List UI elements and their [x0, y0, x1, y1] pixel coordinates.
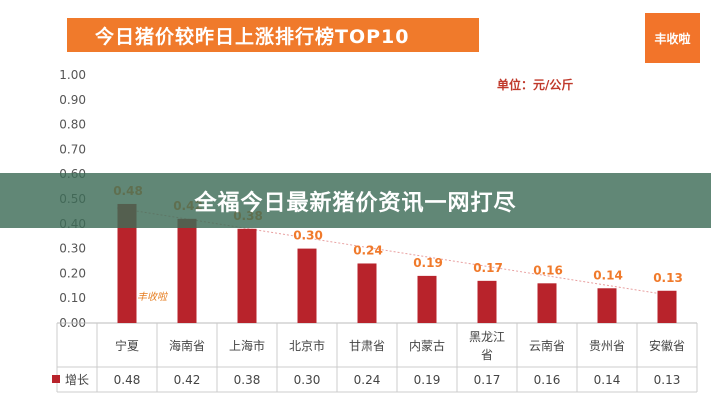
x-tick-label: 甘肃省: [349, 339, 385, 353]
y-tick-label: 0.70: [59, 142, 86, 156]
y-tick-label: 0.20: [59, 266, 86, 280]
y-tick-label: 0.90: [59, 93, 86, 107]
bar: [357, 263, 377, 323]
bar: [657, 290, 677, 323]
x-tick-label: 上海市: [229, 338, 265, 353]
table-value: 0.38: [234, 373, 261, 387]
data-label: 0.17: [473, 261, 503, 275]
bar: [477, 280, 497, 323]
x-tick-label: 内蒙古: [409, 338, 445, 353]
x-tick-label: 北京市: [289, 338, 325, 353]
x-tick-label: 黑龙江: [469, 330, 505, 344]
x-tick-label: 省: [481, 348, 493, 362]
y-tick-label: 0.30: [59, 242, 86, 256]
table-value: 0.30: [294, 373, 321, 387]
y-tick-label: 0.10: [59, 291, 86, 305]
bar: [177, 218, 197, 323]
unit-note: 单位：元/公斤: [497, 78, 574, 92]
table-value: 0.48: [114, 373, 141, 387]
bar: [537, 283, 557, 323]
overlay-banner: 全福今日最新猪价资讯一网打尽: [0, 173, 711, 228]
legend-label: 增长: [65, 373, 89, 387]
x-tick-label: 云南省: [529, 338, 565, 353]
table-value: 0.16: [534, 373, 561, 387]
bar: [417, 275, 437, 323]
x-tick-label: 海南省: [169, 338, 205, 353]
chart-title: 今日猪价较昨日上涨排行榜TOP10: [67, 18, 479, 52]
data-label: 0.14: [593, 268, 623, 282]
x-tick-label: 安徽省: [649, 338, 685, 353]
bar: [117, 203, 137, 323]
table-value: 0.13: [654, 373, 681, 387]
data-label: 0.19: [413, 256, 443, 270]
data-label: 0.24: [353, 243, 383, 257]
data-label: 0.13: [653, 271, 683, 285]
y-tick-label: 1.00: [59, 68, 86, 82]
legend-swatch: [52, 375, 60, 383]
data-label: 0.30: [293, 229, 323, 243]
bar: [597, 288, 617, 323]
x-tick-label: 贵州省: [589, 339, 625, 353]
y-tick-label: 0.80: [59, 118, 86, 132]
table-value: 0.24: [354, 373, 381, 387]
table-value: 0.42: [174, 373, 201, 387]
x-tick-label: 宁夏: [115, 338, 139, 353]
brand-logo: 丰收啦: [645, 13, 700, 63]
table-value: 0.19: [414, 373, 441, 387]
bar: [237, 228, 257, 323]
bar: [297, 248, 317, 323]
table-value: 0.14: [594, 373, 621, 387]
data-label: 0.16: [533, 263, 563, 277]
table-value: 0.17: [474, 373, 501, 387]
watermark: 丰收啦: [137, 291, 169, 303]
